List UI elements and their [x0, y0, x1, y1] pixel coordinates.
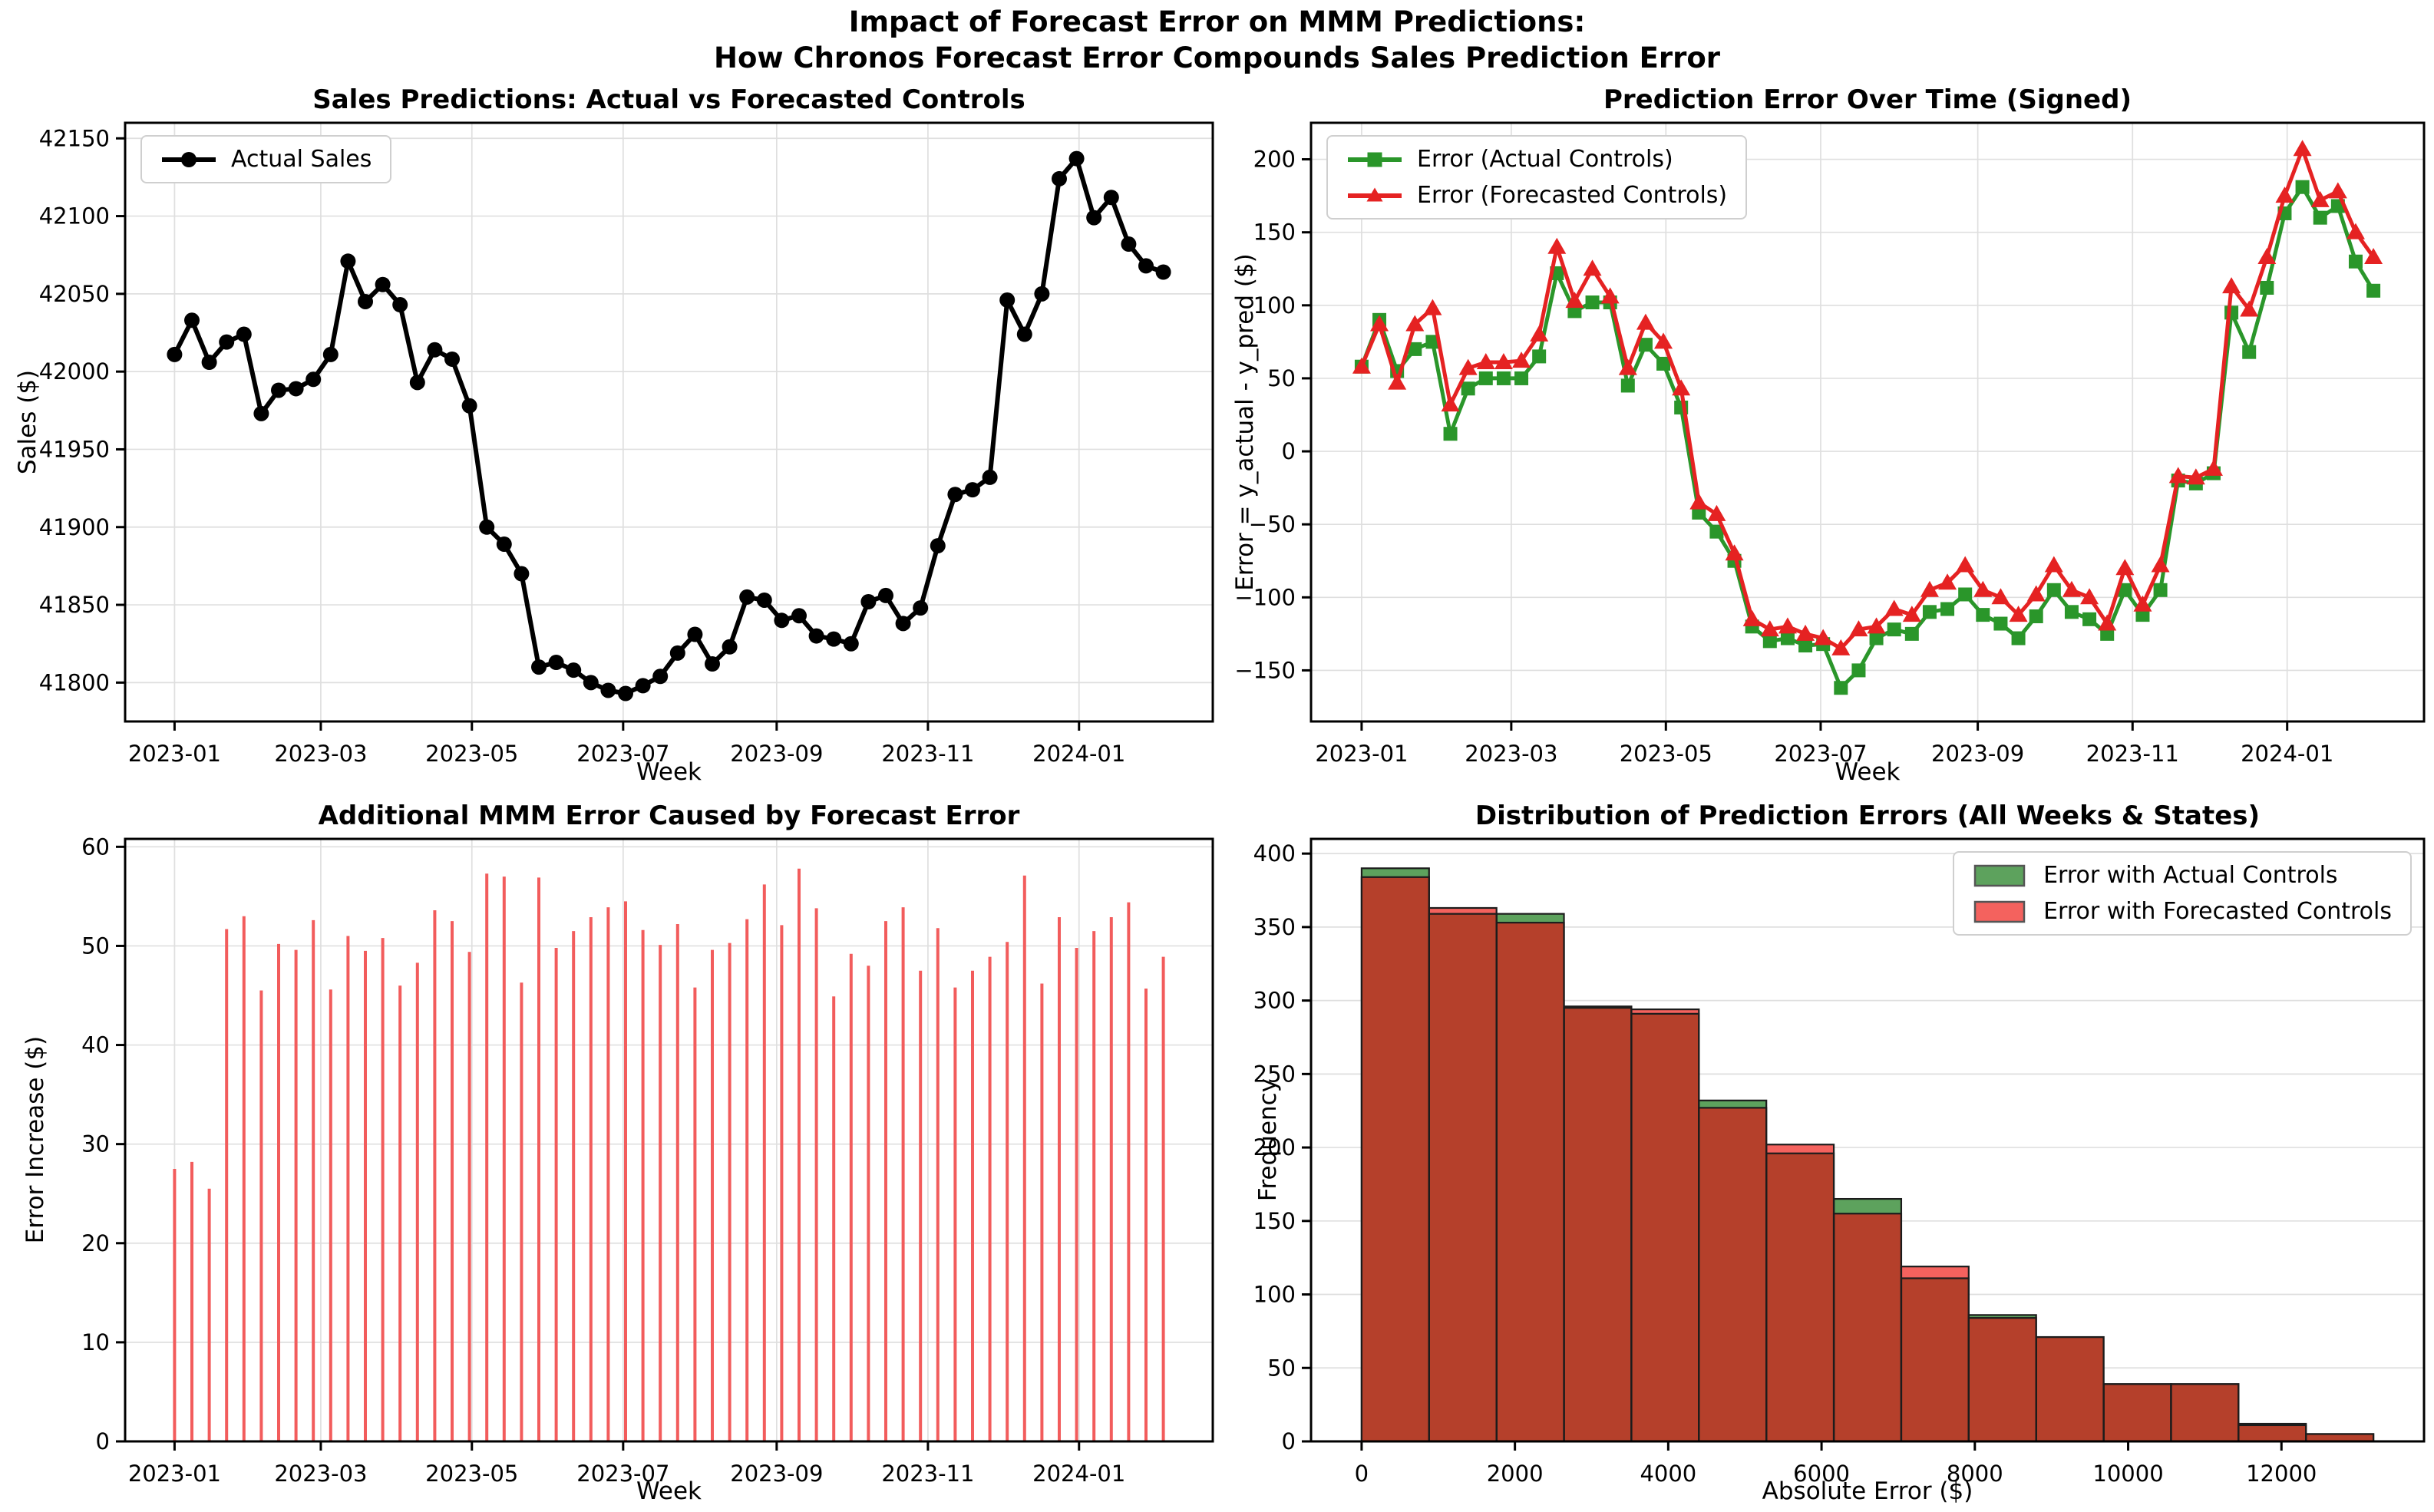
svg-text:42150: 42150	[39, 125, 110, 151]
sales-legend: Actual Sales	[140, 135, 392, 183]
svg-text:−100: −100	[1234, 584, 1296, 610]
svg-text:2023-05: 2023-05	[425, 1461, 518, 1487]
svg-text:30: 30	[81, 1131, 110, 1157]
svg-text:10: 10	[81, 1329, 110, 1355]
legend-label: Actual Sales	[231, 146, 372, 173]
svg-text:350: 350	[1253, 914, 1296, 940]
sales-xlabel: Week	[636, 758, 702, 786]
green-line-square-marker-icon	[1346, 148, 1403, 171]
svg-text:2024-01: 2024-01	[1032, 1461, 1125, 1487]
svg-text:10000: 10000	[2092, 1461, 2163, 1487]
svg-text:200: 200	[1253, 147, 1296, 173]
legend-label: Error with Forecasted Controls	[2043, 898, 2392, 925]
svg-text:42100: 42100	[39, 203, 110, 229]
panel-sales-plot: 2023-01 2023-03 2023-05 2023-07 2023-09 2023-…	[39, 121, 1214, 767]
suptitle-line-1: Impact of Forecast Error on MMM Predicti…	[848, 5, 1586, 38]
svg-text:250: 250	[1253, 1061, 1296, 1087]
panel-stem-plot: 2023-01 2023-03 2023-05 2023-07 2023-09 2023-…	[81, 834, 1214, 1487]
svg-text:50: 50	[1267, 365, 1296, 391]
legend-item-error-actual: Error (Actual Controls)	[1346, 146, 1727, 173]
svg-text:2023-11: 2023-11	[881, 1461, 974, 1487]
hist-xlabel: Absolute Error ($)	[1762, 1477, 1973, 1505]
svg-text:41950: 41950	[39, 436, 110, 462]
svg-text:8000: 8000	[1947, 1461, 2003, 1487]
svg-text:2024-01: 2024-01	[2241, 741, 2333, 767]
svg-text:60: 60	[81, 834, 110, 860]
panel-hist-plot: 0 2000 4000 6000 8000 10000 12000 0 50 100 150 200 2…	[1253, 837, 2426, 1487]
svg-text:2023-07: 2023-07	[576, 741, 669, 767]
svg-text:300: 300	[1253, 988, 1296, 1014]
svg-text:42000: 42000	[39, 358, 110, 385]
legend-label: Error (Forecasted Controls)	[1417, 182, 1728, 209]
svg-text:2023-05: 2023-05	[1620, 741, 1712, 767]
stem-xlabel: Week	[636, 1477, 702, 1505]
svg-text:41800: 41800	[39, 669, 110, 695]
svg-text:42050: 42050	[39, 281, 110, 307]
red-patch-swatch-icon	[1973, 900, 2029, 923]
svg-text:2023-01: 2023-01	[128, 741, 221, 767]
svg-text:2023-07: 2023-07	[1774, 741, 1867, 767]
svg-text:0: 0	[1355, 1461, 1369, 1487]
svg-text:150: 150	[1253, 1208, 1296, 1234]
svg-text:2023-01: 2023-01	[1315, 741, 1408, 767]
green-patch-swatch-icon	[1973, 864, 2029, 887]
svg-text:−150: −150	[1234, 657, 1296, 683]
legend-item-hist-actual: Error with Actual Controls	[1973, 862, 2392, 889]
figure-suptitle: Impact of Forecast Error on MMM Predicti…	[0, 5, 2434, 77]
hist-ylabel: Frequency	[1254, 1078, 1282, 1202]
hist-panel-title: Distribution of Prediction Errors (All W…	[1475, 801, 2261, 831]
svg-text:41850: 41850	[39, 592, 110, 618]
svg-text:20: 20	[81, 1230, 110, 1256]
svg-text:2023-07: 2023-07	[576, 1461, 669, 1487]
svg-text:2024-01: 2024-01	[1032, 741, 1125, 767]
svg-text:4000: 4000	[1640, 1461, 1696, 1487]
error-panel-title: Prediction Error Over Time (Signed)	[1603, 84, 2132, 115]
svg-text:2023-05: 2023-05	[425, 741, 518, 767]
stem-panel-title: Additional MMM Error Caused by Forecast …	[318, 801, 1020, 831]
svg-text:100: 100	[1253, 1282, 1296, 1308]
svg-text:2023-09: 2023-09	[730, 741, 823, 767]
svg-text:2000: 2000	[1487, 1461, 1544, 1487]
error-xlabel: Week	[1835, 758, 1901, 786]
svg-text:50: 50	[81, 933, 110, 959]
svg-text:200: 200	[1253, 1134, 1296, 1160]
panel-error-plot: 2023-01 2023-03 2023-05 2023-07 2023-09 2023-…	[1234, 121, 2426, 767]
svg-text:6000: 6000	[1793, 1461, 1850, 1487]
legend-label: Error with Actual Controls	[2043, 862, 2338, 889]
svg-text:2023-11: 2023-11	[881, 741, 974, 767]
svg-text:40: 40	[81, 1032, 110, 1058]
suptitle-line-2: How Chronos Forecast Error Compounds Sal…	[713, 41, 1721, 74]
stem-ylabel: Error Increase ($)	[21, 1035, 49, 1244]
legend-item-hist-forecast: Error with Forecasted Controls	[1973, 898, 2392, 925]
svg-text:12000: 12000	[2246, 1461, 2317, 1487]
svg-text:0: 0	[96, 1428, 110, 1454]
svg-text:2023-11: 2023-11	[2086, 741, 2179, 767]
sales-ylabel: Sales ($)	[14, 369, 41, 475]
svg-text:50: 50	[1267, 1355, 1296, 1381]
svg-text:100: 100	[1253, 292, 1296, 319]
svg-text:2023-03: 2023-03	[1465, 741, 1557, 767]
svg-text:2023-09: 2023-09	[730, 1461, 823, 1487]
svg-text:2023-01: 2023-01	[128, 1461, 221, 1487]
legend-item-actual-sales: Actual Sales	[160, 146, 372, 173]
svg-text:150: 150	[1253, 220, 1296, 246]
svg-text:2023-09: 2023-09	[1931, 741, 2024, 767]
hist-legend: Error with Actual Controls Error with Fo…	[1953, 851, 2412, 936]
svg-text:400: 400	[1253, 840, 1296, 867]
legend-label: Error (Actual Controls)	[1417, 146, 1673, 173]
sales-panel-title: Sales Predictions: Actual vs Forecasted …	[312, 84, 1025, 115]
error-legend: Error (Actual Controls) Error (Forecaste…	[1326, 135, 1748, 220]
svg-text:0: 0	[1282, 438, 1296, 464]
black-line-circle-marker-icon	[160, 148, 217, 171]
svg-text:−50: −50	[1249, 511, 1296, 537]
svg-text:2023-03: 2023-03	[274, 1461, 367, 1487]
red-line-triangle-marker-icon	[1346, 184, 1403, 207]
svg-text:2023-03: 2023-03	[274, 741, 367, 767]
svg-text:41900: 41900	[39, 514, 110, 540]
svg-text:0: 0	[1282, 1428, 1296, 1454]
error-ylabel: Error = y_actual - y_pred ($)	[1231, 253, 1259, 591]
legend-item-error-forecast: Error (Forecasted Controls)	[1346, 182, 1727, 209]
